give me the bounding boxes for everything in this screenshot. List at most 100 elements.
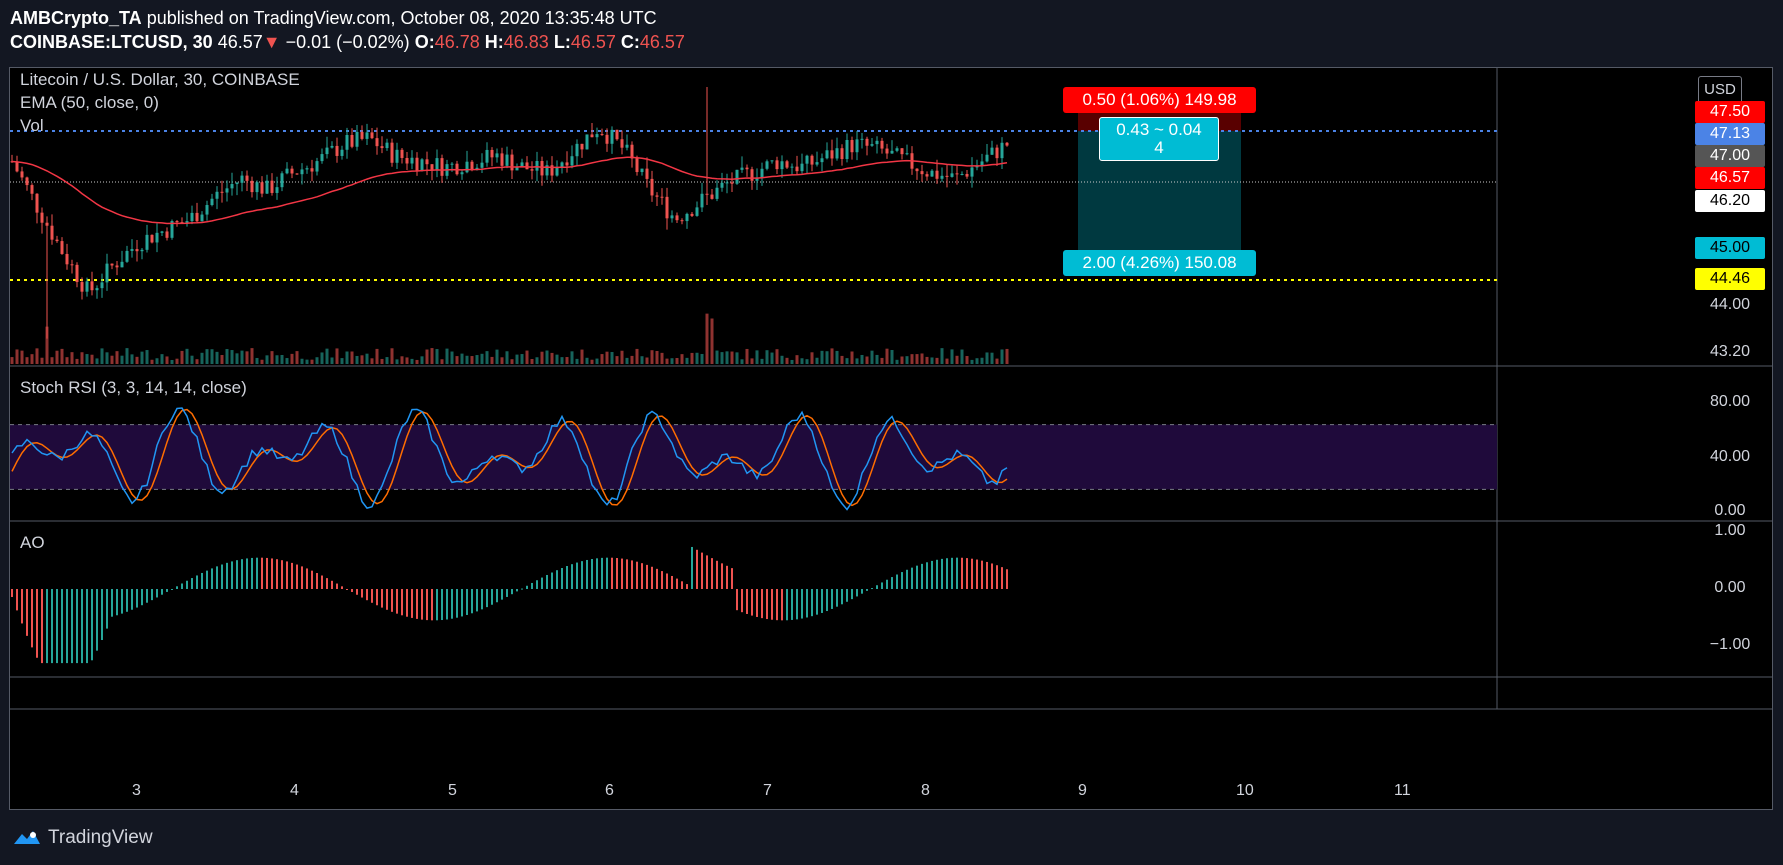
stop-loss-label[interactable]: 0.50 (1.06%) 149.98 [1063,87,1256,113]
candle [205,200,209,221]
volume-bar [180,350,184,364]
candle-body [510,154,514,171]
candle [725,173,729,194]
candle [115,260,119,276]
ao-bar [701,552,703,589]
candle-body [770,160,774,162]
candle [140,248,144,260]
ao-bar [776,589,778,621]
ao-bar [691,546,693,589]
volume-bar [585,357,589,364]
volume-bar [90,354,94,364]
ao-bar [601,557,603,589]
ema-line [11,156,1008,225]
footer-brand[interactable]: TradingView [48,827,153,848]
take-profit-label[interactable]: 2.00 (4.26%) 150.08 [1063,250,1256,276]
volume-bar [250,348,254,364]
ao-bar [531,582,533,589]
ao-bar [291,562,293,589]
ao-bar [191,578,193,589]
candle-body [250,180,254,193]
ao-bar [676,578,678,589]
candle [565,151,569,173]
ao-bar [636,561,638,589]
volume-bar [365,353,369,364]
candle [355,124,359,151]
currency-button[interactable]: USD [1698,76,1742,104]
ao-bar [646,564,648,589]
candle-body [975,165,979,168]
candle-body [805,155,809,164]
risk-ratio-line2: 4 [1154,138,1164,157]
candle-body [725,182,729,184]
ao-bar [986,561,988,589]
candle-body [45,222,49,226]
candle-body [1000,142,1004,159]
stoch-rsi-legend[interactable]: Stoch RSI (3, 3, 14, 14, close) [20,378,247,397]
ao-bar [686,584,688,589]
candle [730,172,734,193]
ao-bar [861,589,863,594]
volume-bar [675,358,679,364]
volume-bar [695,352,699,364]
candle-body [810,155,814,165]
volume-legend[interactable]: Vol [20,116,44,135]
ema-legend[interactable]: EMA (50, close, 0) [20,93,159,112]
volume-bar [305,359,309,364]
candle-body [500,153,504,166]
candle [970,157,974,188]
candle-body [130,249,134,251]
candle-body [855,139,859,153]
ao-bar [146,589,148,603]
volume-bar [885,348,889,364]
publisher-name[interactable]: AMBCrypto_TA [10,8,142,28]
candle-body [735,169,739,184]
volume-bar [440,359,444,364]
volume-bar [735,352,739,364]
volume-bar [505,351,509,364]
volume-bar [525,350,529,364]
symbol-label[interactable]: COINBASE:LTCUSD, 30 [10,32,213,52]
candle-body [560,162,564,168]
ao-bar [481,589,483,610]
candle [930,169,934,177]
ao-bar [496,589,498,603]
candle [505,146,509,169]
ao-axis-tick: 1.00 [1714,522,1746,539]
ao-bar [666,573,668,589]
volume-bar [240,350,244,364]
volume-bar [850,351,854,364]
volume-bar [685,357,689,364]
ao-legend[interactable]: AO [20,533,45,552]
candle-body [940,175,944,179]
candle [220,180,224,203]
candle [300,163,304,185]
candle [865,136,869,156]
candle [65,243,69,270]
ao-bar [231,561,233,589]
time-axis-tick: 8 [921,782,930,799]
candle [325,136,329,159]
candle [200,211,204,222]
ao-bar [626,559,628,589]
candle-body [330,145,334,148]
ao-bar [741,589,743,613]
volume-bar [510,359,514,364]
volume-bar [420,356,424,364]
candle-body [785,161,789,168]
ao-bar [1001,567,1003,589]
ao-bar [996,565,998,589]
risk-ratio-label[interactable]: 0.43 ~ 0.04 4 [1099,117,1219,161]
volume-bar [895,359,899,364]
time-axis-tick: 11 [1394,782,1411,799]
candle-body [900,148,904,155]
candle-body [995,147,999,159]
candle [385,138,389,151]
candle-body [240,175,244,183]
candle [120,250,124,268]
close-label: C: [620,32,640,52]
candle [885,143,889,159]
volume-bar [655,350,659,364]
candle-body [765,161,769,169]
